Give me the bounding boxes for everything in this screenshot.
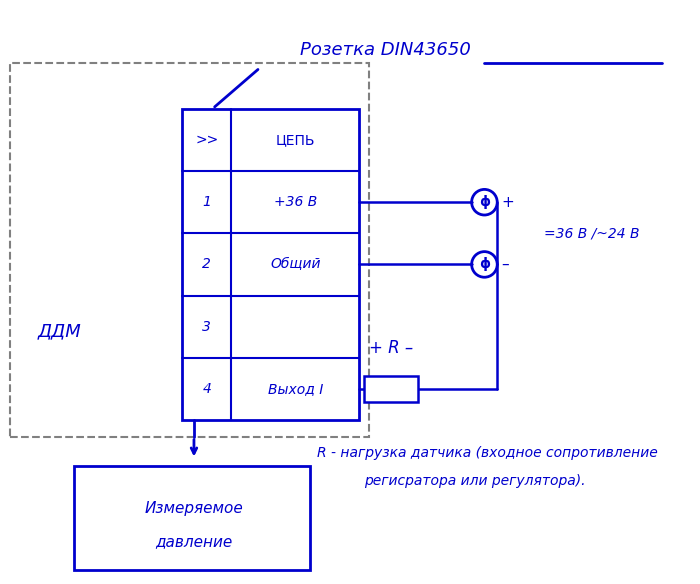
Text: Розетка DIN43650: Розетка DIN43650 [300,41,471,59]
Text: ДДМ: ДДМ [37,322,81,340]
Text: 4: 4 [202,382,211,396]
Text: 3: 3 [202,319,211,333]
Text: 2: 2 [202,258,211,272]
Bar [182,109,359,420]
Bar [74,466,310,569]
Text: Общий: Общий [270,258,321,272]
Text: >>: >> [195,133,218,147]
Text: ϕ: ϕ [479,195,490,209]
Text: давление: давление [155,534,232,550]
Text: ЦЕПЬ: ЦЕПЬ [276,133,315,147]
Text: 1: 1 [202,195,211,209]
Text: Измеряемое: Измеряемое [145,501,244,516]
Text: + R –: + R – [370,339,414,356]
Bar [364,376,419,402]
Bar [10,62,369,437]
Text: +36 В: +36 В [274,195,317,209]
Text: регисратора или регулятора).: регисратора или регулятора). [364,474,585,488]
Text: R - нагрузка датчика (входное сопротивление: R - нагрузка датчика (входное сопротивле… [317,447,658,460]
Text: ϕ: ϕ [479,258,490,272]
Text: –: – [501,257,509,272]
Text: Выход I: Выход I [267,382,323,396]
Text: =36 В /~24 В: =36 В /~24 В [543,227,639,241]
Text: +: + [501,194,514,210]
